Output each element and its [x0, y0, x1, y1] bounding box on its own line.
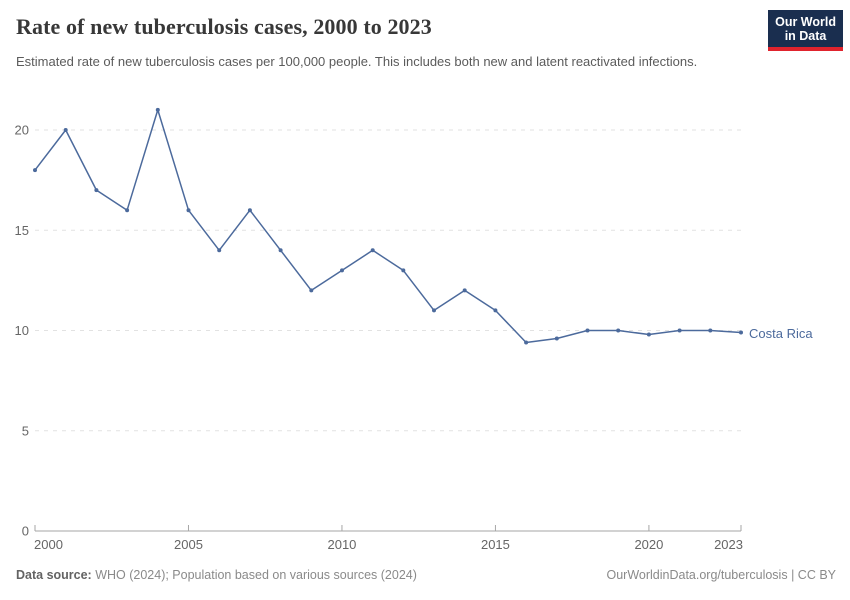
- x-axis-label-2000: 2000: [34, 537, 63, 552]
- data-source-text: WHO (2024); Population based on various …: [91, 568, 417, 582]
- data-point-2012[interactable]: [401, 268, 406, 273]
- x-axis-label-2020: 2020: [634, 537, 663, 552]
- x-axis-label-2005: 2005: [174, 537, 203, 552]
- data-point-2009[interactable]: [309, 288, 314, 293]
- owid-logo-line1: Our World: [775, 15, 836, 29]
- data-point-2017[interactable]: [554, 336, 559, 341]
- page-title: Rate of new tuberculosis cases, 2000 to …: [16, 14, 432, 39]
- data-source-label: Data source:: [16, 568, 92, 582]
- data-point-2007[interactable]: [247, 208, 252, 213]
- footer-link[interactable]: OurWorldinData.org/tuberculosis: [606, 568, 788, 582]
- x-axis-label-2015: 2015: [481, 537, 510, 552]
- y-axis-label-5: 5: [22, 423, 29, 438]
- data-point-2006[interactable]: [217, 248, 222, 253]
- attribution: OurWorldinData.org/tuberculosis | CC BY: [606, 568, 836, 582]
- data-point-2011[interactable]: [370, 248, 375, 253]
- chart-footer: Data source: WHO (2024); Population base…: [16, 568, 836, 582]
- data-point-2000[interactable]: [33, 168, 37, 173]
- data-point-2013[interactable]: [432, 308, 436, 313]
- data-point-2004[interactable]: [155, 107, 160, 112]
- data-point-2022[interactable]: [708, 328, 713, 333]
- data-point-2001[interactable]: [63, 128, 68, 132]
- data-source-note: Data source: WHO (2024); Population base…: [16, 568, 417, 582]
- x-axis-label-2023: 2023: [714, 537, 743, 552]
- data-point-2008[interactable]: [278, 248, 283, 253]
- data-point-2005[interactable]: [186, 208, 191, 213]
- data-point-2010[interactable]: [340, 268, 344, 273]
- data-point-2003[interactable]: [125, 208, 130, 213]
- data-point-2016[interactable]: [524, 340, 529, 345]
- data-point-2019[interactable]: [616, 328, 621, 333]
- y-axis-label-0: 0: [22, 524, 29, 539]
- data-point-2002[interactable]: [94, 188, 99, 193]
- y-axis-label-20: 20: [15, 123, 29, 138]
- data-point-2021[interactable]: [677, 328, 682, 333]
- y-axis-label-10: 10: [15, 323, 29, 338]
- x-axis-label-2010: 2010: [327, 537, 356, 552]
- data-point-2014[interactable]: [462, 288, 467, 293]
- chart-subtitle: Estimated rate of new tuberculosis cases…: [16, 54, 698, 69]
- data-point-2023[interactable]: [739, 330, 743, 335]
- data-point-2020[interactable]: [646, 332, 651, 337]
- owid-logo[interactable]: Our World in Data: [768, 10, 843, 51]
- data-point-2015[interactable]: [493, 308, 498, 313]
- owid-logo-line2: in Data: [784, 29, 827, 43]
- data-point-2018[interactable]: [585, 328, 590, 333]
- y-axis-label-15: 15: [15, 223, 29, 238]
- series-label-costa-rica[interactable]: Costa Rica: [749, 326, 813, 341]
- license-text: | CC BY: [787, 568, 836, 582]
- costa-rica-line: [34, 109, 742, 344]
